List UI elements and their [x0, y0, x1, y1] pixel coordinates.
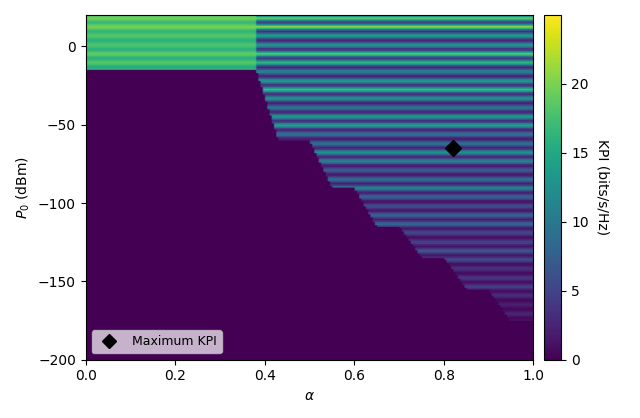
- X-axis label: $\alpha$: $\alpha$: [304, 389, 315, 403]
- Legend: Maximum KPI: Maximum KPI: [92, 331, 221, 354]
- Y-axis label: $P_0$ (dBm): $P_0$ (dBm): [15, 156, 33, 219]
- Y-axis label: KPI (bits/s/Hz): KPI (bits/s/Hz): [595, 139, 609, 235]
